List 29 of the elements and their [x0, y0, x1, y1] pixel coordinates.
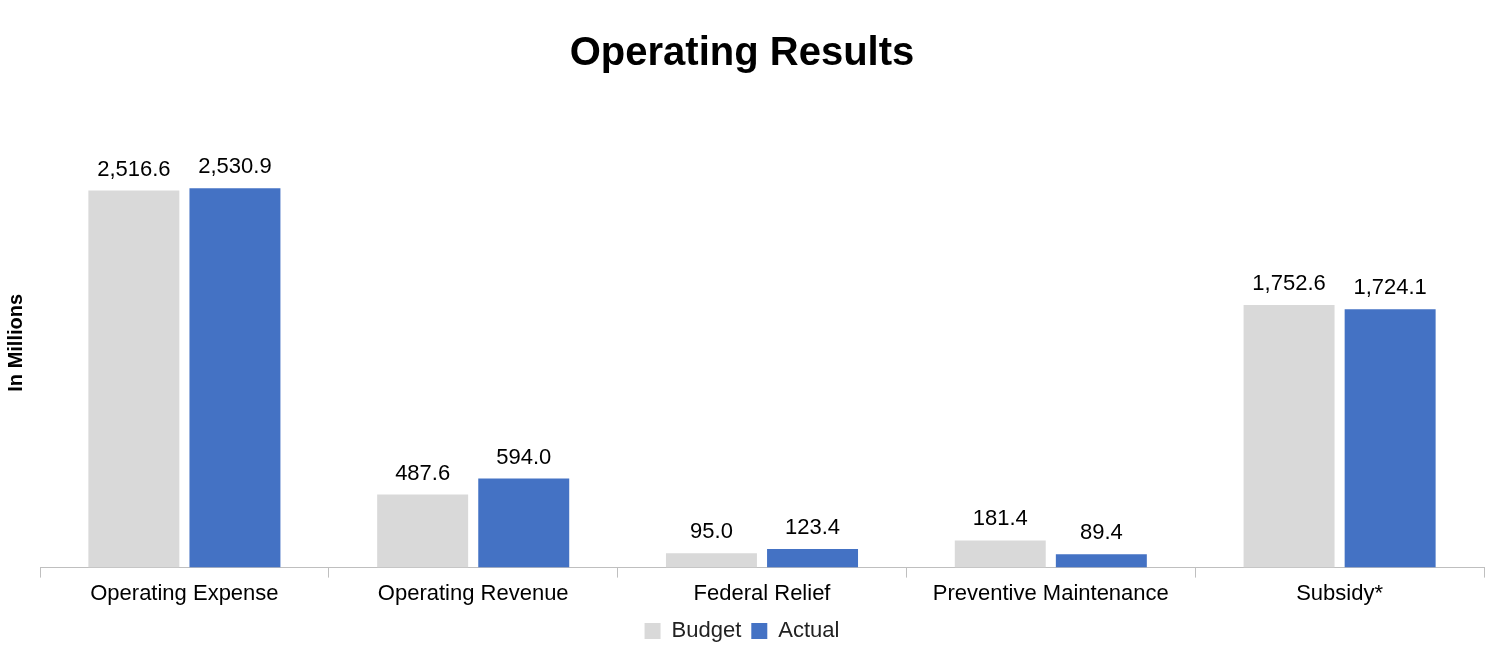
data-label: 594.0 — [496, 443, 552, 469]
bar — [1243, 304, 1335, 568]
data-label: 1,724.1 — [1353, 274, 1427, 300]
data-label: 123.4 — [785, 514, 841, 540]
bar — [1055, 554, 1147, 568]
bar — [665, 553, 757, 568]
chart-title: Operating Results — [569, 29, 915, 74]
x-tick-label: Federal Relief — [693, 579, 832, 605]
bar — [88, 190, 180, 568]
legend-label: Budget — [671, 617, 742, 643]
x-tick-label: Operating Revenue — [377, 579, 569, 605]
data-label: 181.4 — [972, 505, 1028, 531]
data-label: 1,752.6 — [1252, 270, 1326, 296]
x-tick-label: Subsidy* — [1296, 579, 1384, 605]
data-label: 95.0 — [690, 518, 733, 544]
bar — [954, 540, 1046, 568]
legend-label: Actual — [778, 617, 840, 643]
bar — [189, 188, 281, 568]
bar — [478, 478, 570, 568]
x-tick-label: Preventive Maintenance — [932, 579, 1169, 605]
data-label: 487.6 — [395, 459, 451, 485]
bar — [1344, 309, 1436, 568]
y-axis-title: In Millions — [3, 293, 26, 392]
data-label: 2,530.9 — [198, 153, 272, 179]
x-tick-label: Operating Expense — [90, 579, 279, 605]
data-label: 89.4 — [1079, 519, 1123, 545]
data-label: 2,516.6 — [97, 155, 171, 181]
bar — [377, 494, 469, 568]
bar — [767, 549, 859, 568]
